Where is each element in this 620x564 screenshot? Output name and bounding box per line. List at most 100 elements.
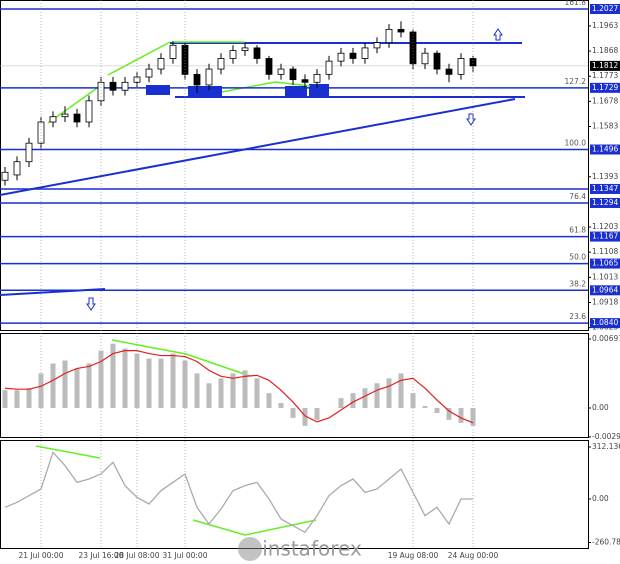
candle-body [253,47,261,59]
histogram-bar [386,378,392,409]
histogram-bar [218,378,224,409]
histogram-bar [194,373,200,409]
candle-body [397,28,405,33]
histogram-bar [98,350,104,409]
candle-body [13,161,21,176]
x-tick-label: 31 Jul 00:00 [163,551,208,560]
fib-label: 50.0 [569,253,586,262]
y-tick-label: 0.00 [592,494,609,503]
histogram-bar [422,406,428,409]
fib-label: 38.2 [569,279,586,288]
histogram-bar [434,408,440,413]
candle-body [313,73,321,83]
candle-body [97,81,105,102]
histogram-bar [410,393,416,409]
histogram-bar [302,408,308,426]
y-tick-label: 1.1013 [592,272,618,281]
histogram-bar [446,408,452,420]
candle-body [337,52,345,62]
histogram-bar [38,373,44,409]
histogram-bar [50,363,56,409]
fib-label: 161.8 [565,0,587,7]
y-tick-label: -260.782 [592,537,620,546]
signal-line [4,350,474,424]
histogram-bar [122,348,128,409]
candle-body [61,113,69,118]
x-tick-label: 21 Jul 00:00 [19,551,64,560]
histogram-bar [362,388,368,409]
level-label: 1.1496 [592,145,618,154]
y-tick-label: 1.0918 [592,297,618,306]
candle-body [265,58,273,75]
y-tick-label: 1.1583 [592,121,618,130]
annotations [0,28,525,561]
histogram-bar [182,360,188,409]
histogram-bar [458,408,464,423]
fib-label: 100.0 [565,139,587,148]
watermark: instaforex [262,537,362,561]
histogram-bar [86,363,92,409]
cci-line [4,451,473,534]
histogram-bar [470,408,476,426]
fib-label: 23.6 [569,312,586,321]
candle-body [109,81,117,91]
fib-label: 61.8 [569,226,586,235]
candle-body [133,76,141,83]
candle-body [373,42,381,49]
x-tick-label: 28 Jul 08:00 [115,551,160,560]
level-label: 1.0840 [592,318,618,327]
candle-body [145,68,153,78]
last-price-box [590,60,620,71]
candle-body [385,28,393,44]
x-tick-label: 24 Aug 00:00 [448,551,499,560]
y-tick-label: 1.1678 [592,96,618,105]
candle-body [229,50,237,59]
level-label-box [590,197,620,208]
candle-body [241,47,249,51]
level-label: 1.1065 [592,259,618,268]
last-price-label: 1.1812 [592,61,618,70]
y-tick-label: 1.1203 [592,222,618,231]
candle-body [169,44,177,59]
panel-frames [0,0,589,549]
y-tick-label: 1.1963 [592,21,618,30]
level-label-box [590,144,620,155]
histogram-bar [206,383,212,409]
histogram-bar [14,390,20,409]
candle-body [445,68,453,75]
y-tick-label: 1.1393 [592,172,618,181]
histogram-bar [134,353,140,409]
candle-body [349,52,357,59]
histogram-bar [314,408,320,420]
level-label-box [590,183,620,194]
histogram-bar [26,388,32,409]
histogram-bar [278,403,284,409]
candle-body [1,171,9,181]
histogram-bar [158,358,164,409]
histogram-bar [74,368,80,409]
candle-body [289,68,297,81]
histogram-bar [290,408,296,418]
candle-body [217,58,225,70]
candle-body [301,79,309,83]
y-tick-label: 1.1108 [592,247,618,256]
candle-body [205,68,213,86]
fib-label: 127.2 [565,77,587,86]
level-label: 1.1729 [592,83,618,92]
candle-body [277,68,285,75]
y-tick-label: 0.00697 [592,334,620,343]
y-tick-label: 312.1361 [592,442,620,451]
level-label: 1.1167 [592,232,618,241]
histogram-bar [62,360,68,409]
level-label: 1.1294 [592,198,618,207]
candle-body [421,52,429,65]
candle-body [49,116,57,123]
candle-body [325,60,333,75]
candle-body [157,58,165,70]
histogram-bar [338,398,344,409]
y-tick-label: 0.00 [592,403,609,412]
histogram-bar [266,393,272,409]
histogram-bar [110,343,116,409]
histogram-bar [242,370,248,409]
level-label-box [590,3,620,14]
